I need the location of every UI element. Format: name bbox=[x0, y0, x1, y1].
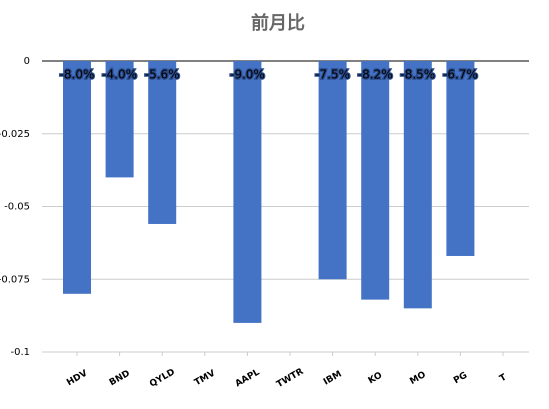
bar bbox=[63, 61, 91, 294]
bar bbox=[446, 61, 475, 256]
x-tick-label: MO bbox=[408, 370, 428, 387]
value-label: -8.0% bbox=[60, 68, 95, 82]
value-label: -7.5% bbox=[315, 68, 350, 82]
x-tick-label: KO bbox=[367, 370, 385, 386]
x-tick-label: QYLD bbox=[148, 367, 177, 389]
y-tick-label: -0.075 bbox=[0, 274, 30, 285]
value-label: -4.0% bbox=[102, 68, 137, 82]
x-tick-label: TMV bbox=[193, 369, 217, 389]
y-tick-label: -0.025 bbox=[0, 129, 30, 140]
x-tick-label: T bbox=[498, 372, 509, 384]
x-tick-label: PG bbox=[452, 371, 469, 387]
y-tick-label: -0.1 bbox=[10, 347, 30, 358]
x-tick-label: HDV bbox=[65, 369, 89, 389]
chart-title: 前月比 bbox=[251, 12, 305, 34]
value-label: -5.6% bbox=[145, 68, 180, 82]
x-tick-label: IBM bbox=[322, 369, 344, 387]
bar bbox=[403, 61, 432, 309]
value-label: -8.2% bbox=[358, 68, 393, 82]
bar bbox=[318, 61, 347, 280]
value-label: -6.7% bbox=[443, 68, 478, 82]
y-tick-label: -0.05 bbox=[4, 202, 30, 213]
bar bbox=[148, 61, 177, 224]
x-tick-label: AAPL bbox=[234, 367, 262, 389]
bar bbox=[105, 61, 134, 178]
x-tick-label: TWTR bbox=[275, 367, 305, 390]
x-tick-label: BND bbox=[108, 369, 132, 389]
bar bbox=[233, 61, 262, 323]
bar bbox=[361, 61, 390, 300]
value-label: -9.0% bbox=[230, 68, 265, 82]
y-tick-label: 0 bbox=[24, 56, 30, 67]
value-label: -8.5% bbox=[400, 68, 435, 82]
